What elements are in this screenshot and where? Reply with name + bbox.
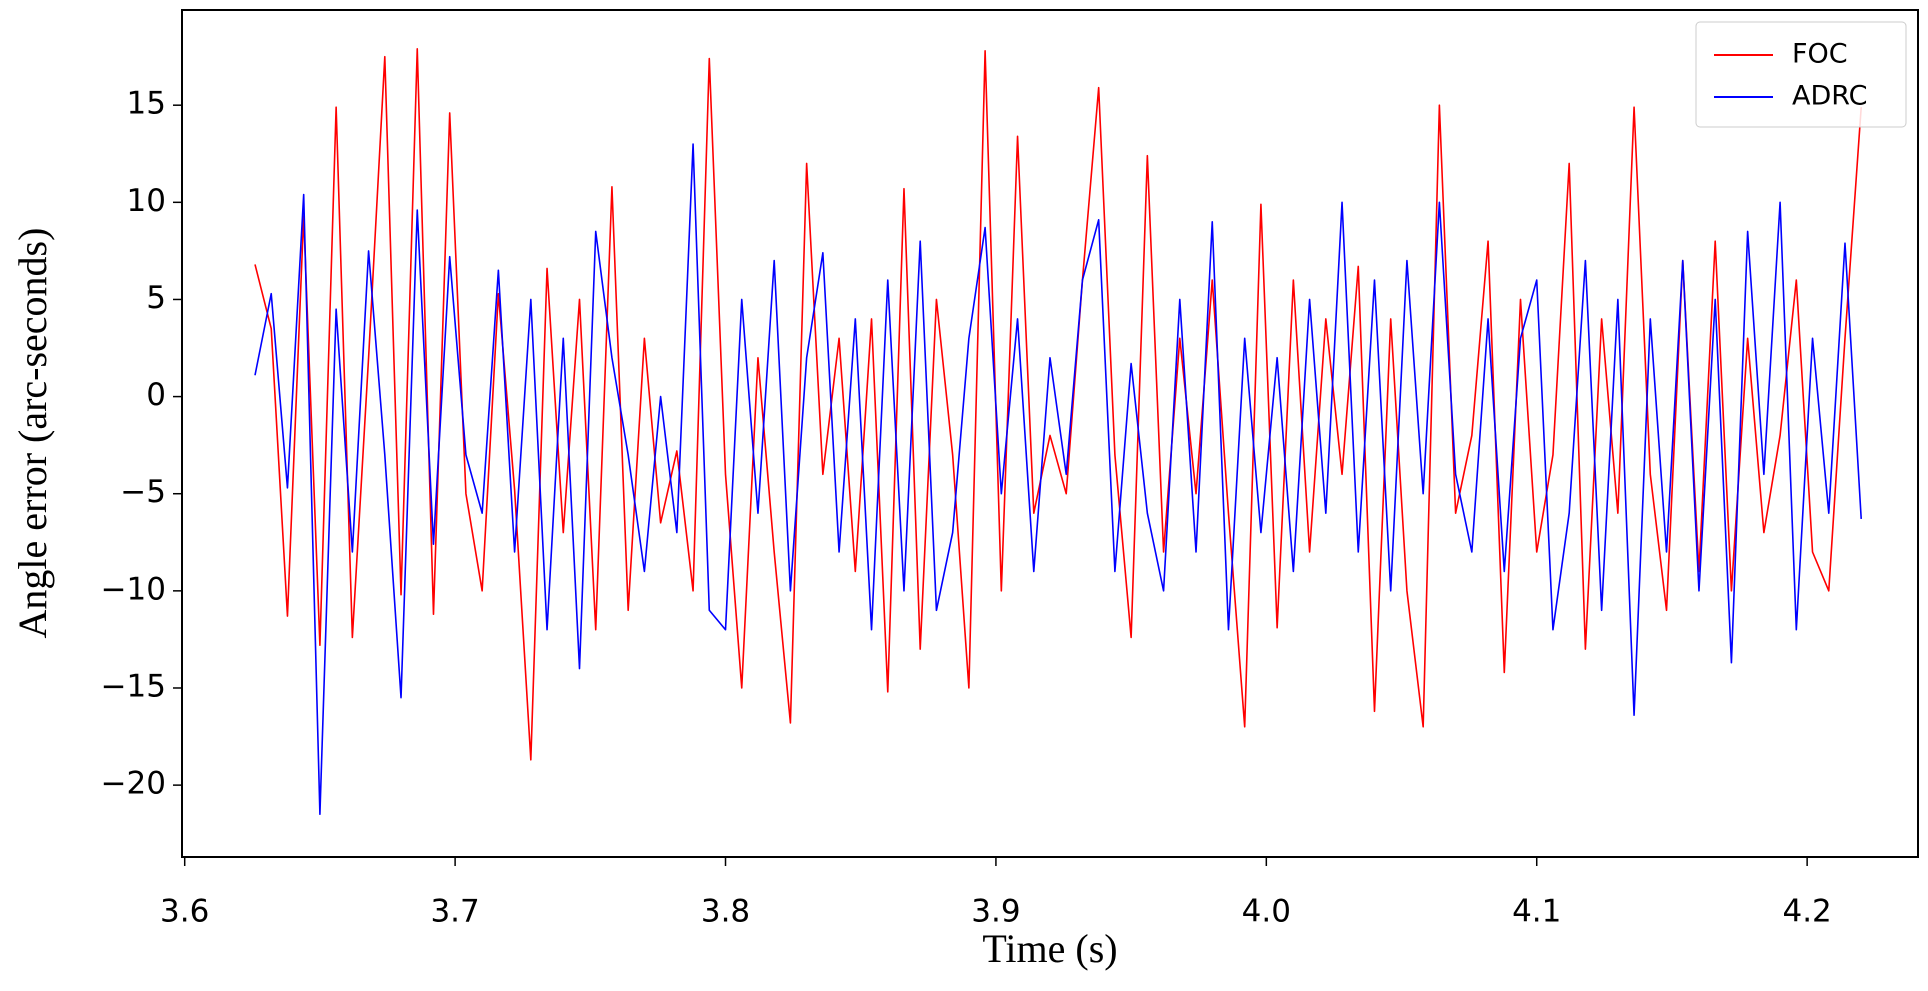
x-tick-label: 3.9	[971, 894, 1020, 930]
legend-label: FOC	[1792, 39, 1848, 70]
series-line	[254, 143, 1863, 816]
y-axis-label: Angle error (arc-seconds)	[10, 228, 55, 639]
y-tick-label: 15	[127, 86, 166, 122]
legend-box	[1695, 21, 1907, 128]
x-tick-label: 4.2	[1782, 894, 1831, 930]
y-tick-label: 5	[146, 280, 166, 316]
x-tick-label: 3.6	[160, 894, 209, 930]
series-line	[254, 48, 1863, 761]
x-tick-label: 3.7	[430, 894, 479, 930]
y-tick-label: −20	[101, 766, 166, 802]
x-tick-label: 3.8	[701, 894, 750, 930]
y-tick-label: −10	[101, 571, 166, 607]
x-tick-label: 4.0	[1242, 894, 1291, 930]
y-tick-label: −5	[120, 474, 166, 510]
plot-frame	[181, 9, 1919, 858]
y-tick-label: 0	[146, 377, 166, 413]
y-tick-label: 10	[127, 183, 166, 219]
x-tick-label: 4.1	[1512, 894, 1561, 930]
x-axis-label: Time (s)	[982, 926, 1117, 971]
y-tick-label: −15	[101, 668, 166, 704]
legend-label: ADRC	[1792, 81, 1868, 112]
